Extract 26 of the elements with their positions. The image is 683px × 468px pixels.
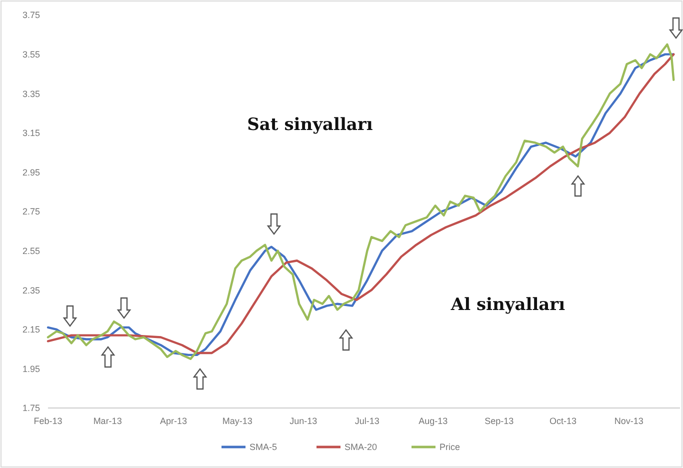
x-tick-label: Feb-13: [34, 416, 62, 426]
x-tick-label: Apr-13: [160, 416, 188, 426]
x-tick-label: Aug-13: [418, 416, 448, 426]
x-tick-label: May-13: [222, 416, 252, 426]
annotation: Sat sinyalları: [247, 115, 374, 135]
y-tick-label: 2.15: [22, 324, 40, 335]
y-tick-label: 3.55: [22, 49, 40, 60]
y-tick-label: 1.75: [22, 403, 40, 414]
annotation: Al sinyalları: [450, 295, 566, 315]
y-tick-label: 2.95: [22, 167, 40, 178]
legend-label: SMA-5: [250, 442, 278, 452]
x-tick-label: Jul-13: [354, 416, 380, 426]
legend-label: Price: [440, 442, 460, 452]
y-tick-label: 3.75: [22, 10, 40, 20]
y-tick-label: 2.35: [22, 285, 40, 296]
y-tick-label: 2.55: [22, 246, 40, 256]
x-tick-label: Sep-13: [484, 416, 514, 426]
legend-label: SMA-20: [344, 442, 378, 452]
y-tick-label: 2.75: [22, 206, 40, 217]
x-tick-label: Oct-13: [549, 416, 576, 426]
x-tick-label: Nov-13: [614, 416, 644, 426]
x-tick-label: Jun-13: [290, 416, 318, 426]
y-tick-label: 3.15: [22, 128, 40, 138]
x-tick-label: Mar-13: [93, 416, 122, 426]
y-tick-label: 3.35: [22, 88, 40, 99]
y-tick-label: 1.95: [22, 364, 40, 374]
